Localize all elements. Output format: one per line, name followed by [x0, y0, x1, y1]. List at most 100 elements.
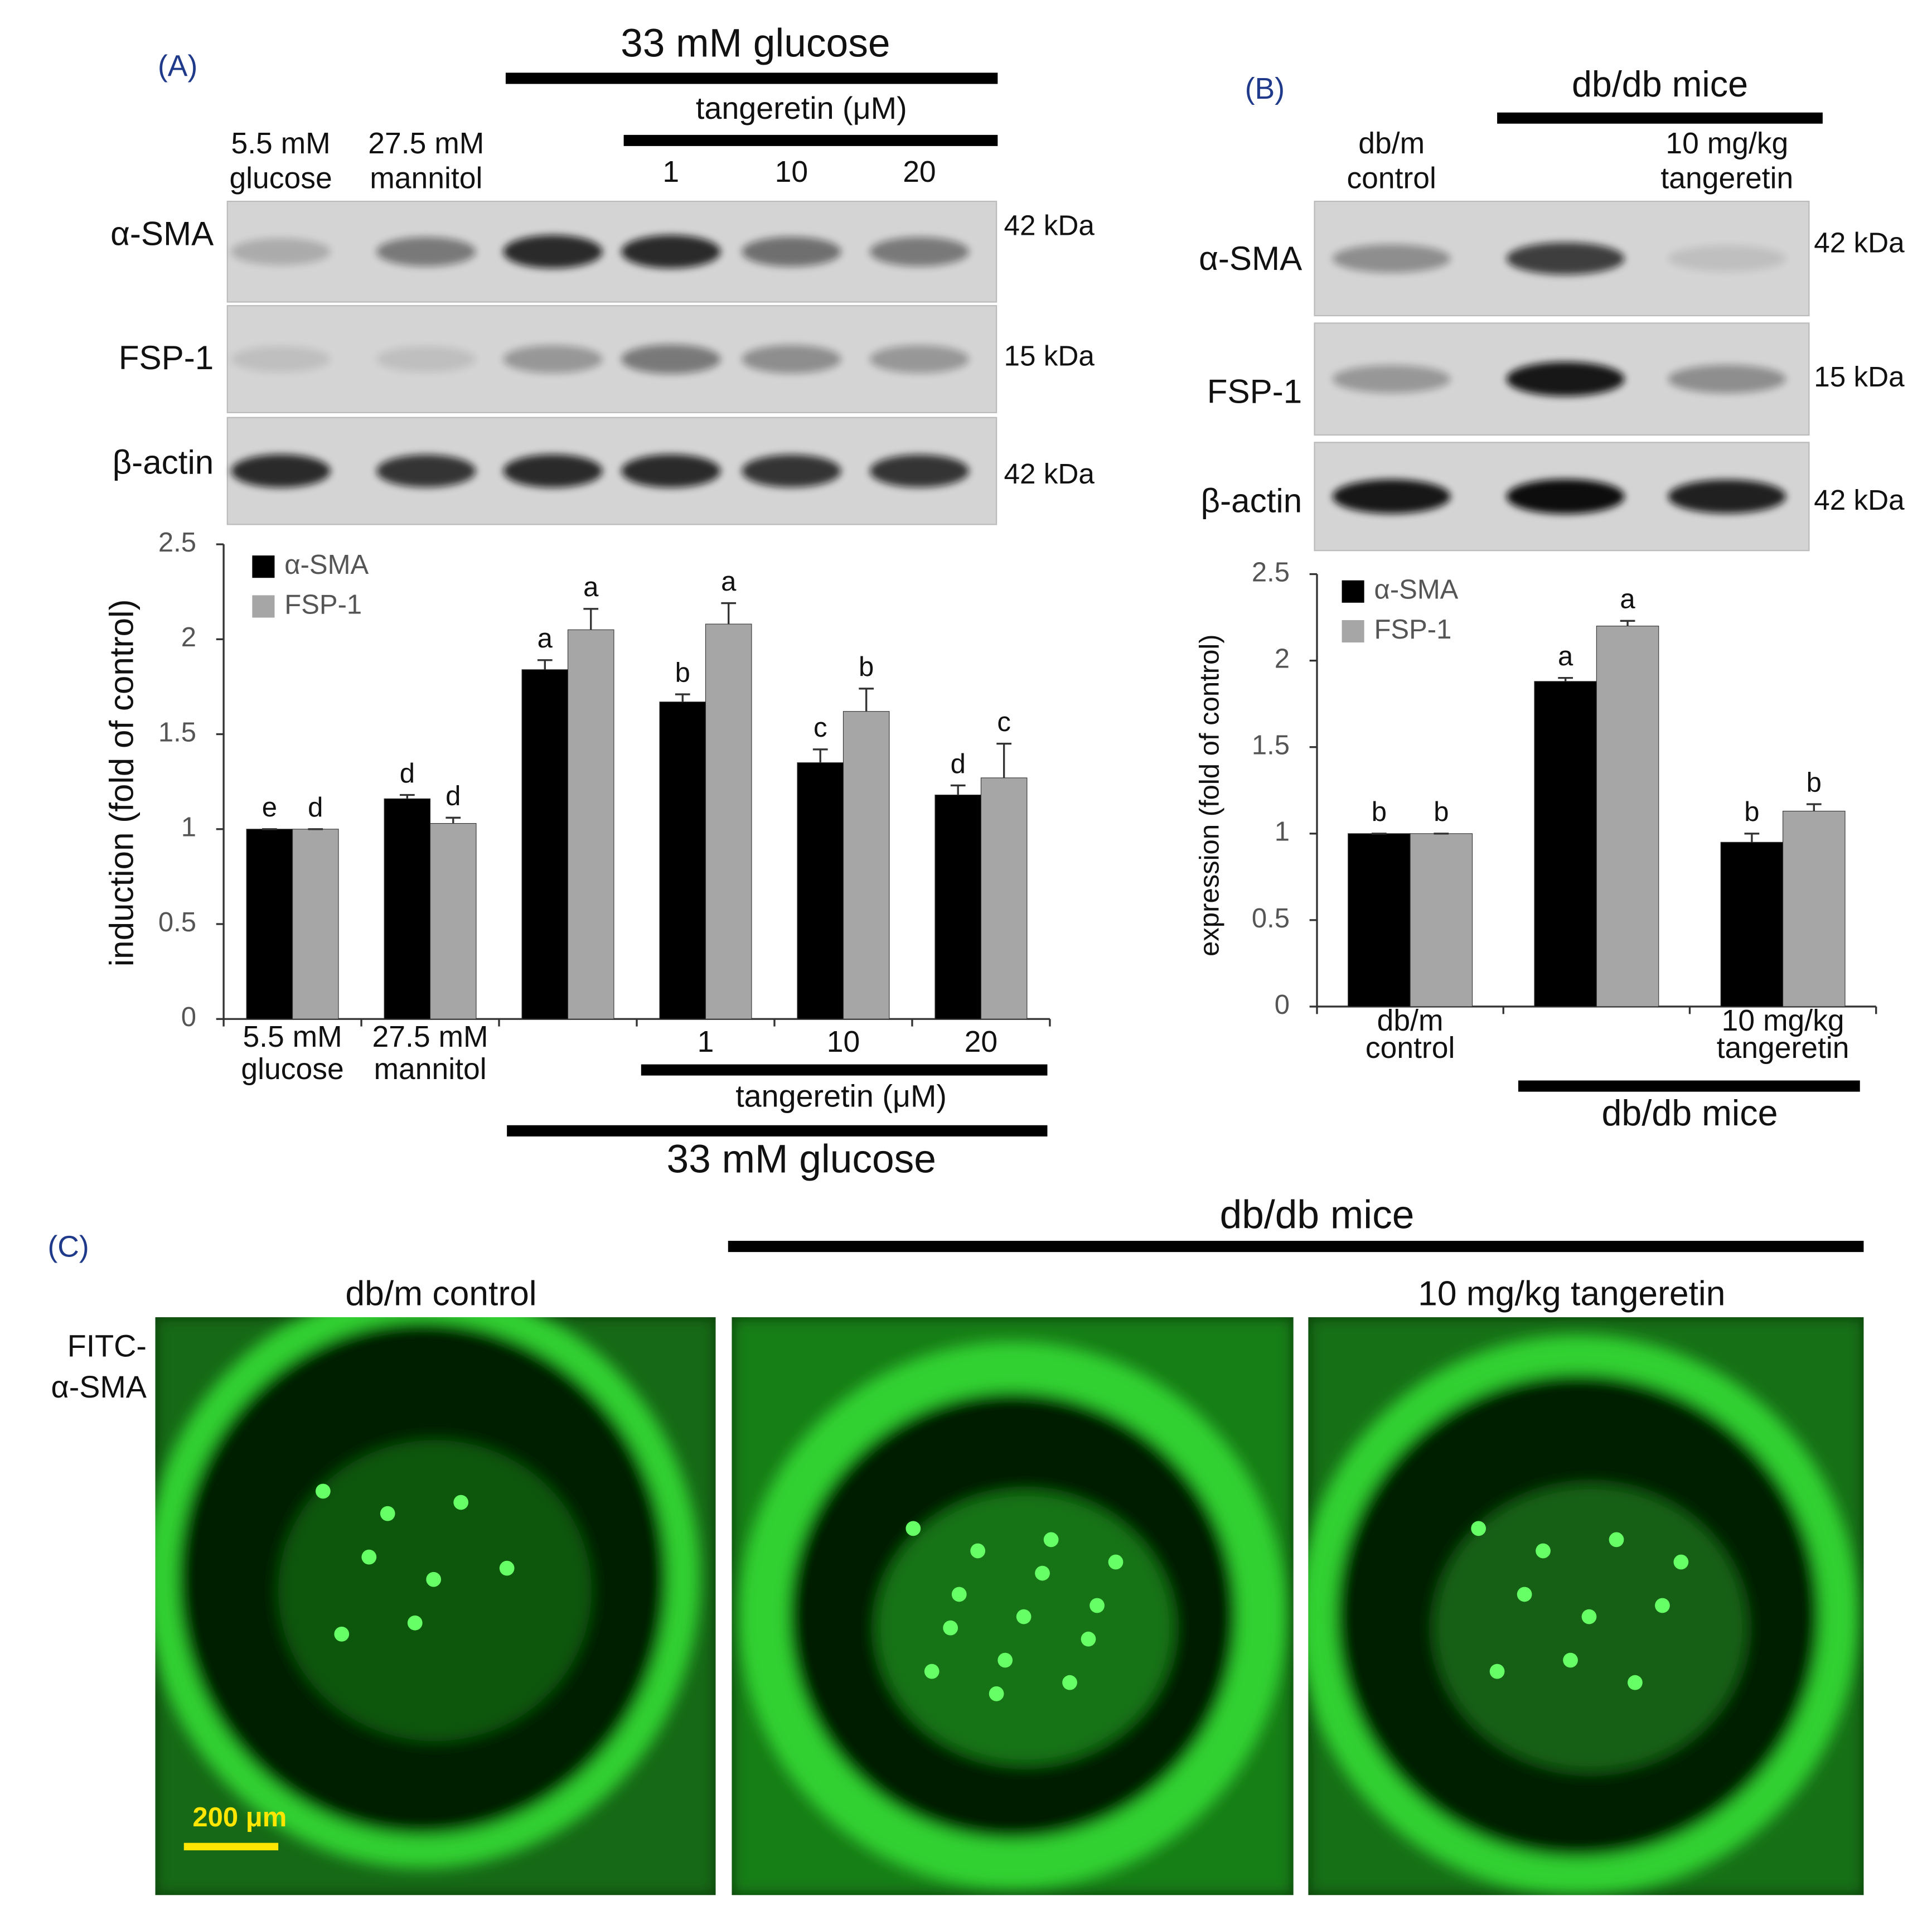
spot: [1517, 1587, 1532, 1602]
spot: [315, 1483, 331, 1499]
bar: [1720, 842, 1784, 1007]
y-tick-label: 0: [1275, 990, 1290, 1020]
lane-label: control: [1347, 162, 1436, 195]
band: [869, 236, 970, 267]
x-tick-label: 5.5 mM: [243, 1021, 342, 1053]
band: [621, 235, 721, 269]
micrograph: [1308, 1317, 1864, 1896]
band: [621, 344, 721, 374]
error-bar: [1806, 803, 1822, 811]
y-tick-label: 2: [1275, 644, 1290, 674]
tuft: [278, 1440, 592, 1741]
error-bar: [446, 816, 461, 824]
spot: [361, 1549, 377, 1565]
stain-label: FITC-: [67, 1328, 147, 1363]
band: [1668, 479, 1786, 514]
error-bar: [859, 688, 874, 712]
size-label: 42 kDa: [1004, 458, 1095, 490]
error-bar: [996, 742, 1012, 778]
legend-label: FSP-1: [284, 589, 362, 620]
spot: [1081, 1631, 1096, 1647]
legend-swatch: [252, 555, 275, 578]
micrograph-title: db/m control: [345, 1275, 536, 1313]
bar: [1534, 681, 1597, 1007]
significance-letter: a: [538, 623, 553, 654]
y-tick-label: 2: [181, 622, 196, 652]
band: [1506, 361, 1625, 396]
error-bar: [583, 608, 599, 630]
significance-letter: d: [446, 781, 461, 811]
lane-label: 20: [903, 156, 936, 188]
micrograph: [155, 1317, 716, 1896]
spot: [1043, 1532, 1059, 1548]
band: [1668, 365, 1786, 394]
blot-strip: [226, 417, 998, 525]
blot-header: 33 mM glucose: [621, 21, 890, 65]
spot: [499, 1560, 515, 1576]
band: [231, 238, 331, 265]
band: [869, 345, 970, 373]
micrograph-header: db/db mice: [1220, 1193, 1415, 1237]
blot-strip: [226, 305, 998, 413]
significance-letter: e: [262, 792, 277, 823]
spot: [989, 1686, 1004, 1701]
significance-letter: d: [400, 758, 415, 789]
spot: [998, 1652, 1013, 1668]
spot: [1062, 1675, 1077, 1690]
row-label: FSP-1: [119, 339, 214, 376]
tuft: [875, 1491, 1174, 1765]
y-tick-label: 0.5: [158, 907, 196, 937]
band: [742, 345, 841, 374]
band: [231, 454, 331, 488]
band: [1332, 479, 1451, 514]
legend-swatch: [1342, 580, 1364, 603]
lane-label: 5.5 mM: [231, 127, 330, 160]
spot: [334, 1626, 350, 1642]
micrograph-title: 10 mg/kg tangeretin: [1418, 1275, 1725, 1313]
spot: [380, 1506, 395, 1521]
significance-letter: b: [675, 657, 690, 688]
bar: [980, 777, 1028, 1019]
significance-letter: a: [583, 572, 599, 602]
bar: [1596, 626, 1659, 1007]
x-tick-label: control: [1366, 1032, 1455, 1065]
y-tick-label: 0.5: [1252, 903, 1290, 934]
y-tick-label: 0: [181, 1002, 196, 1032]
error-bar: [675, 693, 690, 702]
size-label: 15 kDa: [1004, 340, 1095, 371]
band: [1332, 244, 1451, 273]
spot: [1673, 1554, 1689, 1570]
band: [503, 454, 603, 488]
lane-label: 10: [775, 156, 808, 188]
bar: [429, 823, 477, 1019]
spot: [1016, 1609, 1032, 1624]
blot-strip: [226, 200, 998, 303]
micrographs: [155, 1317, 1864, 1896]
significance-letter: b: [1372, 797, 1387, 827]
x-tick-label: glucose: [241, 1053, 343, 1086]
error-bar: [1744, 833, 1760, 843]
x-tick-label: mannitol: [374, 1053, 486, 1086]
row-label: β-actin: [1201, 482, 1302, 519]
spot: [1108, 1554, 1124, 1570]
legend-label: FSP-1: [1374, 615, 1451, 645]
bar: [384, 798, 431, 1019]
significance-letter: c: [997, 707, 1011, 737]
significance-letter: d: [951, 749, 966, 779]
tissue: [1308, 1317, 1864, 1896]
spot: [1563, 1652, 1578, 1668]
significance-letter: a: [1558, 641, 1573, 671]
band: [376, 454, 476, 487]
panel-label: (A): [158, 50, 197, 83]
y-tick-label: 1: [181, 813, 196, 843]
tuft: [1434, 1484, 1747, 1772]
y-tick-label: 1.5: [1252, 731, 1290, 761]
band: [1668, 245, 1786, 272]
error-bar: [1558, 676, 1573, 681]
row-label: FSP-1: [1207, 373, 1302, 410]
x-tick-label: db/m: [1377, 1004, 1444, 1037]
spot: [1035, 1565, 1050, 1581]
size-label: 42 kDa: [1004, 209, 1095, 241]
spot: [453, 1495, 469, 1510]
micrograph: [732, 1317, 1294, 1896]
